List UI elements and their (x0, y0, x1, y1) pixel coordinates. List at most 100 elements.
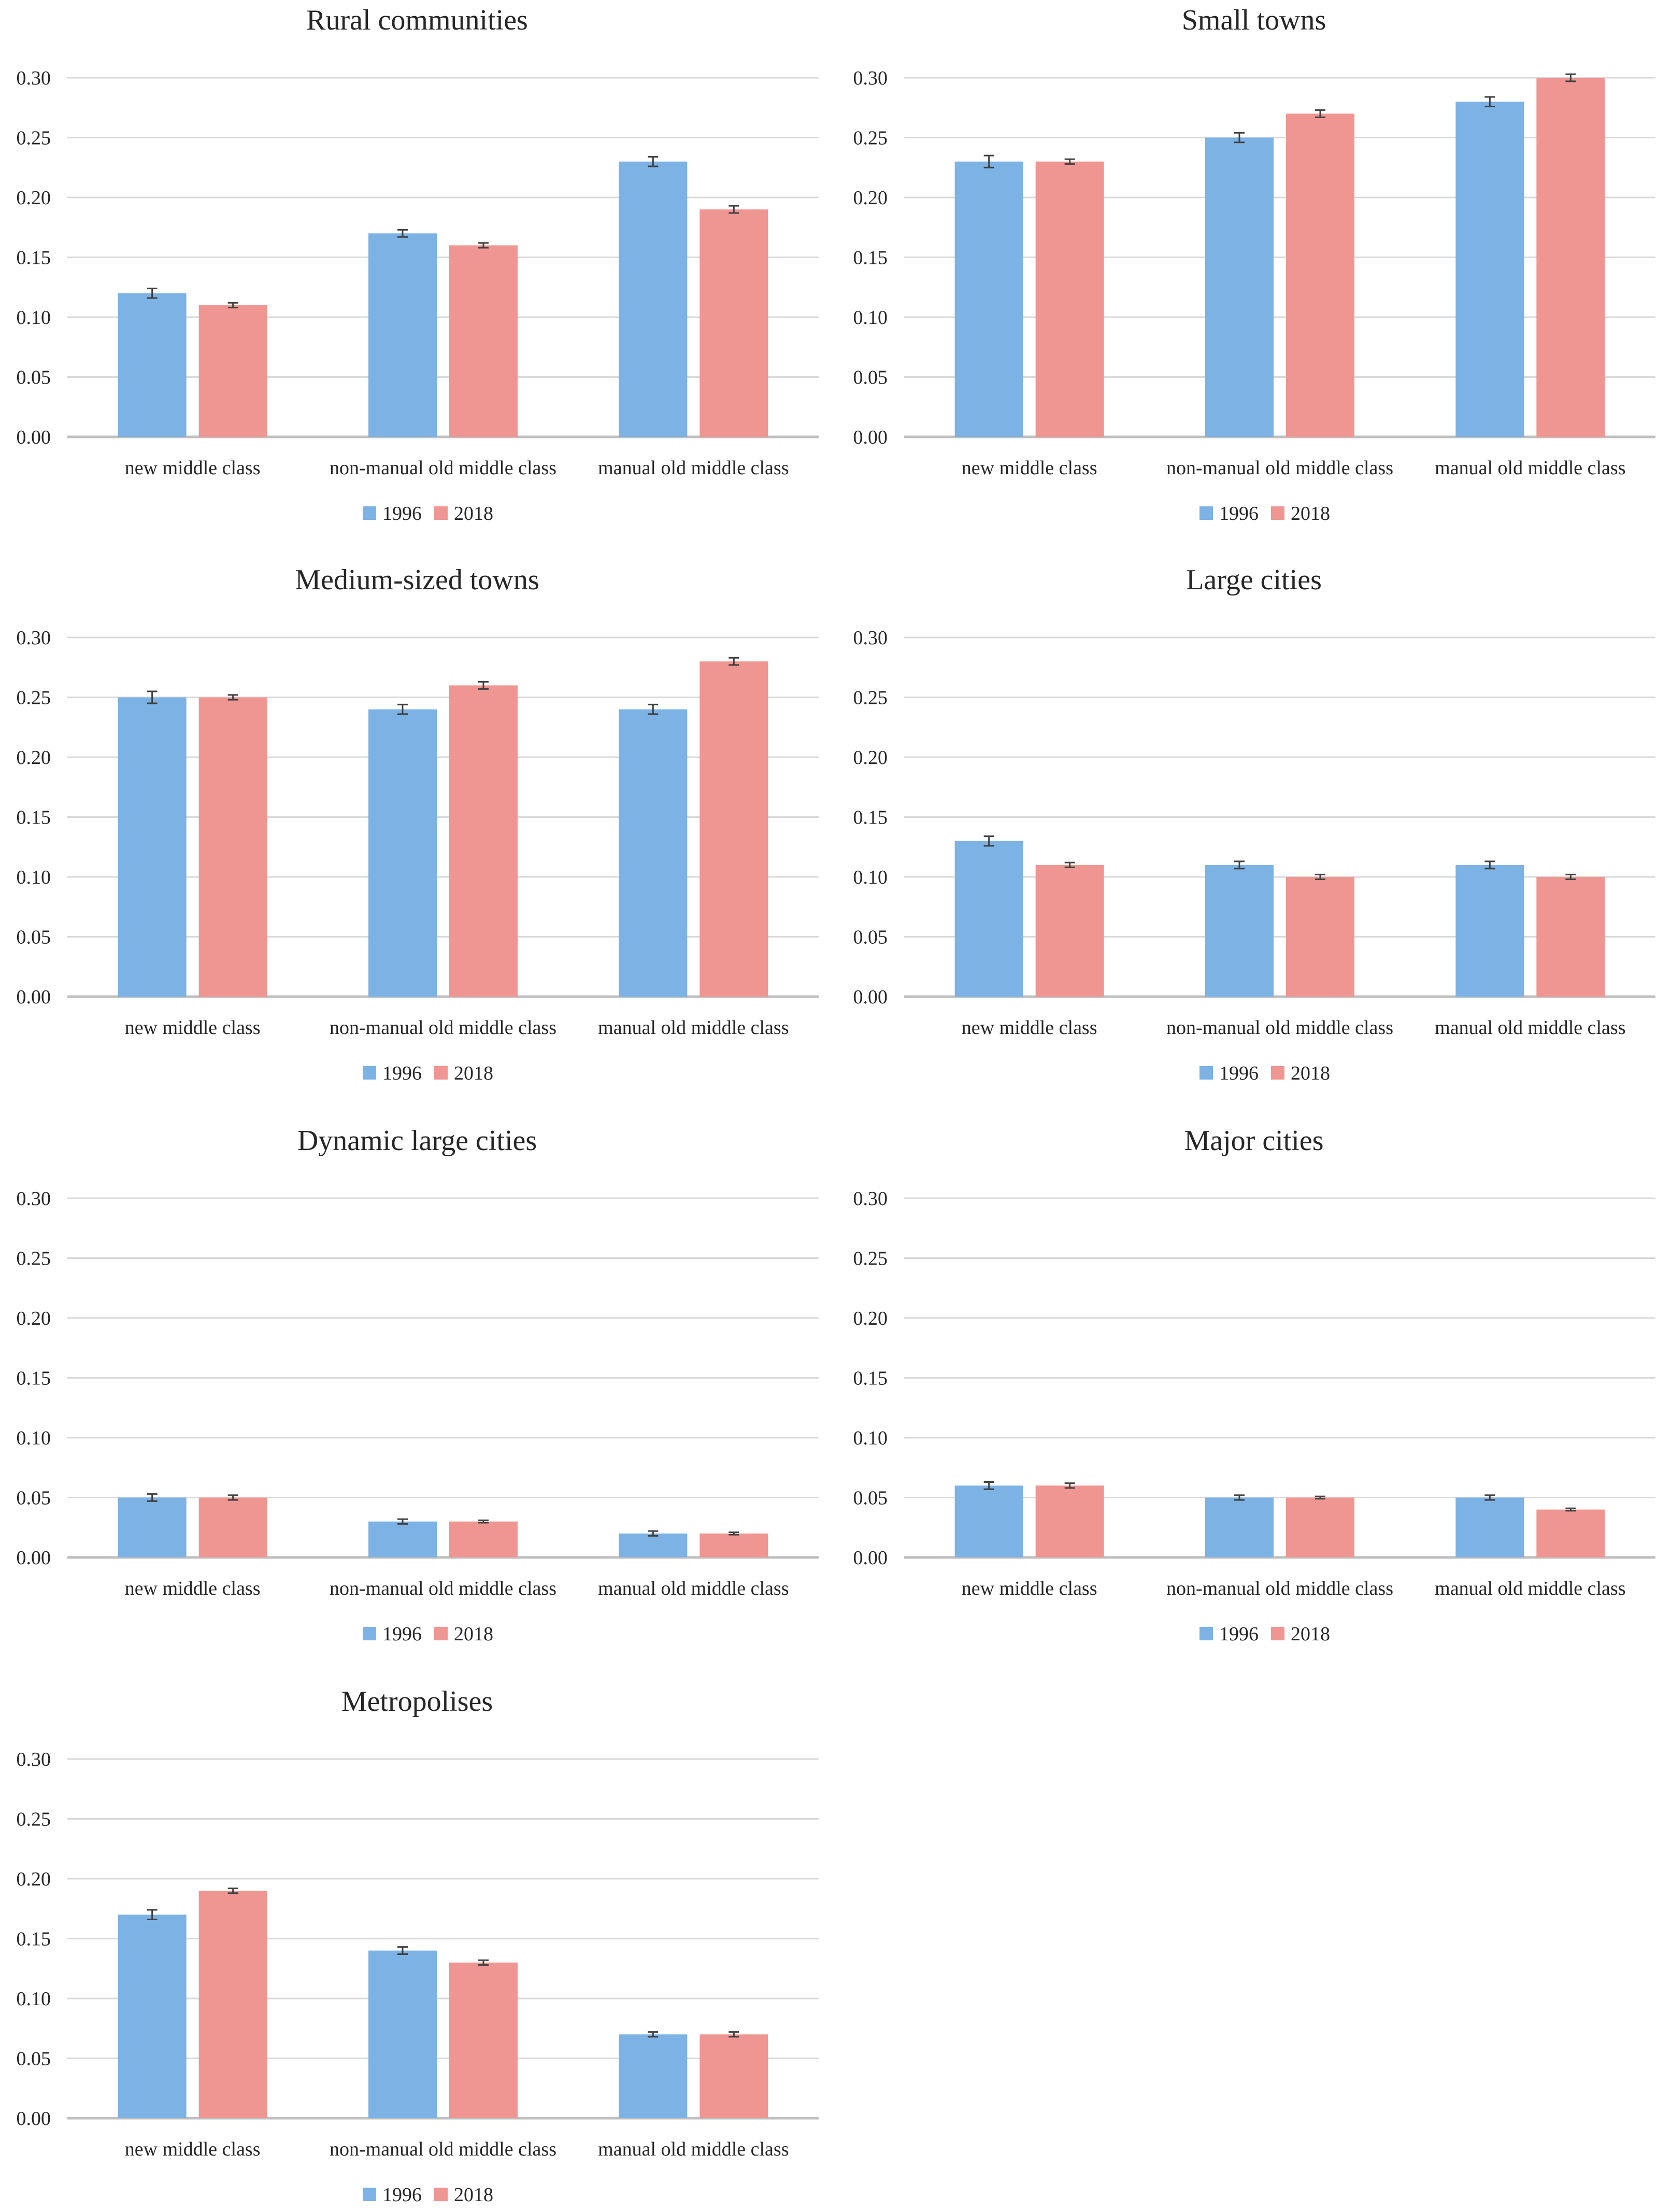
legend-swatch-1996 (1199, 1627, 1213, 1640)
legend-label: 1996 (1219, 1623, 1259, 1645)
bar-1996 (619, 1533, 688, 1557)
y-tick-label: 0.10 (853, 867, 888, 888)
bar-2018 (1035, 161, 1104, 437)
y-tick-label: 0.25 (17, 1809, 51, 1831)
y-tick-label: 0.00 (17, 986, 51, 1008)
chart-panel: Small towns 0.00 0.05 0.10 0.15 0.20 0.25 0.30 n… (853, 4, 1655, 524)
y-tick-label: 0.10 (17, 1988, 51, 2010)
bar-1996 (619, 161, 688, 437)
legend-swatch-1996 (1199, 506, 1213, 520)
bar-1996 (1455, 102, 1524, 437)
legend-swatch-2018 (1271, 1627, 1284, 1640)
bar-1996 (1205, 1497, 1274, 1557)
y-tick-label: 0.10 (17, 307, 51, 329)
x-category-label: manual old middle class (1435, 1017, 1625, 1039)
y-tick-label: 0.15 (853, 247, 888, 269)
y-tick-label: 0.10 (17, 867, 51, 888)
bar-2018 (699, 2034, 768, 2118)
legend-swatch-1996 (363, 1066, 376, 1080)
legend-swatch-1996 (363, 1627, 376, 1640)
legend-swatch-2018 (1271, 1066, 1284, 1080)
y-tick-label: 0.05 (853, 927, 888, 948)
legend-label: 2018 (454, 2184, 493, 2206)
legend-swatch-2018 (434, 1066, 448, 1080)
x-category-label: new middle class (125, 1017, 261, 1039)
bar-2018 (1536, 877, 1605, 997)
x-category-label: new middle class (125, 2138, 261, 2160)
x-category-label: manual old middle class (598, 1017, 789, 1039)
bar-1996 (954, 161, 1023, 437)
y-tick-label: 0.10 (853, 307, 888, 329)
legend-label: 1996 (382, 2184, 422, 2206)
y-tick-label: 0.30 (17, 627, 51, 649)
y-tick-label: 0.30 (853, 627, 888, 649)
x-category-label: non-manual old middle class (330, 1017, 556, 1039)
chart-title: Large cities (1186, 564, 1322, 596)
x-category-label: non-manual old middle class (1166, 1017, 1393, 1039)
legend: 1996 2018 (1199, 503, 1330, 524)
legend: 1996 2018 (363, 503, 493, 524)
y-tick-label: 0.05 (17, 367, 51, 389)
x-category-label: new middle class (125, 1578, 261, 1599)
y-tick-label: 0.10 (853, 1427, 888, 1449)
chart-panel: Rural communities 0.00 0.05 0.10 0.15 0.20 0.2… (17, 4, 819, 524)
bar-2018 (198, 1497, 267, 1557)
bar-1996 (1455, 1497, 1524, 1557)
bar-2018 (1536, 1509, 1605, 1557)
y-tick-label: 0.05 (853, 367, 888, 389)
y-tick-label: 0.25 (853, 1248, 888, 1270)
y-tick-label: 0.15 (17, 1929, 51, 1950)
chart-title: Small towns (1182, 4, 1326, 36)
x-category-label: non-manual old middle class (330, 1578, 556, 1599)
y-tick-label: 0.15 (17, 1368, 51, 1389)
legend: 1996 2018 (1199, 1623, 1330, 1645)
legend-label: 2018 (454, 503, 493, 524)
chart-title: Major cities (1184, 1125, 1323, 1157)
x-category-label: non-manual old middle class (330, 457, 556, 479)
bar-2018 (198, 697, 267, 997)
legend-swatch-2018 (434, 506, 448, 520)
y-tick-label: 0.20 (17, 747, 51, 769)
legend-swatch-1996 (363, 506, 376, 520)
bar-2018 (1286, 877, 1354, 997)
x-category-label: non-manual old middle class (330, 2138, 556, 2160)
bar-2018 (699, 209, 768, 437)
bar-2018 (1035, 1485, 1104, 1557)
x-category-label: new middle class (962, 1017, 1097, 1039)
y-tick-label: 0.10 (17, 1427, 51, 1449)
chart-title: Dynamic large cities (297, 1125, 537, 1157)
y-tick-label: 0.05 (17, 2048, 51, 2070)
y-tick-label: 0.20 (17, 1308, 51, 1329)
legend-swatch-2018 (434, 2188, 448, 2201)
y-tick-label: 0.25 (17, 127, 51, 149)
legend-label: 2018 (454, 1062, 493, 1084)
y-tick-label: 0.00 (853, 427, 888, 448)
bar-1996 (368, 233, 437, 437)
bar-2018 (1286, 114, 1354, 437)
y-tick-label: 0.30 (17, 1749, 51, 1770)
y-tick-label: 0.00 (17, 427, 51, 448)
y-tick-label: 0.05 (17, 927, 51, 948)
bar-1996 (1205, 864, 1274, 997)
legend-label: 1996 (382, 503, 422, 524)
bar-1996 (118, 1915, 187, 2118)
y-tick-label: 0.25 (853, 127, 888, 149)
legend-label: 1996 (1219, 503, 1259, 524)
y-tick-label: 0.25 (17, 687, 51, 709)
x-category-label: manual old middle class (598, 457, 789, 479)
legend: 1996 2018 (363, 2184, 493, 2206)
y-tick-label: 0.15 (853, 807, 888, 829)
bar-1996 (1455, 864, 1524, 997)
x-category-label: new middle class (962, 457, 1097, 479)
bar-2018 (449, 685, 518, 997)
y-tick-label: 0.05 (853, 1487, 888, 1509)
bar-2018 (198, 305, 267, 437)
bar-1996 (954, 1485, 1023, 1557)
y-tick-label: 0.25 (853, 687, 888, 709)
y-tick-label: 0.15 (17, 807, 51, 829)
legend-label: 1996 (382, 1062, 422, 1084)
legend-label: 2018 (1291, 1623, 1330, 1645)
legend: 1996 2018 (363, 1623, 493, 1645)
bar-2018 (449, 1521, 518, 1557)
y-tick-label: 0.15 (853, 1368, 888, 1389)
